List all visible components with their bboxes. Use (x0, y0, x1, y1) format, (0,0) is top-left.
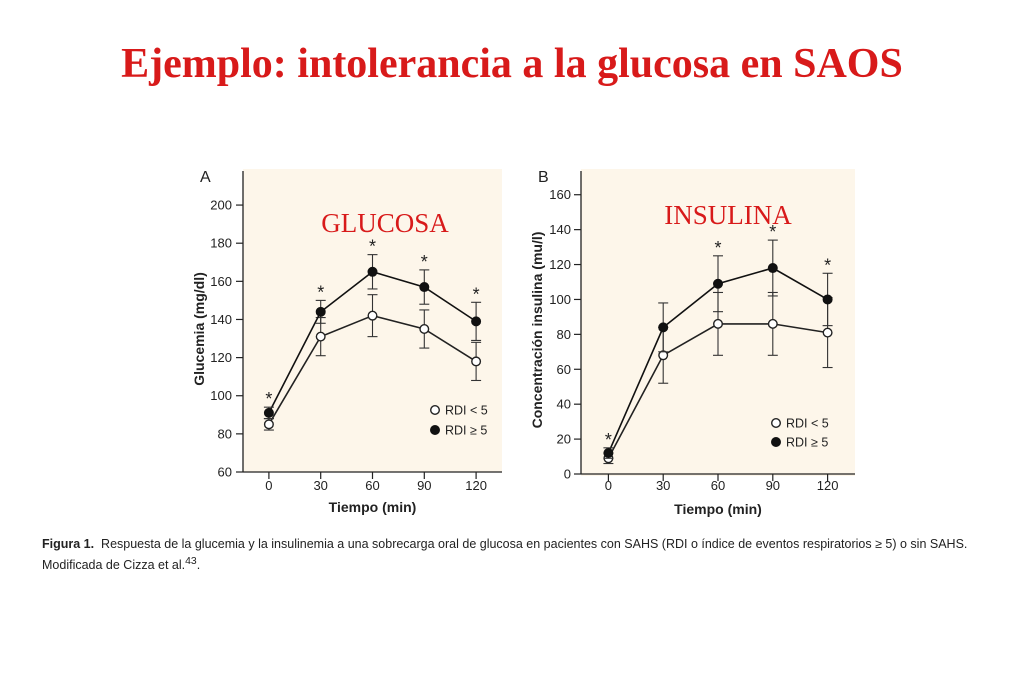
panel-a-legend-label: RDI < 5 (445, 404, 488, 418)
panel-b-point-rdi-ge5 (767, 263, 778, 274)
panel-b-point-rdi-lt5 (767, 318, 778, 329)
panel-b-legend-marker (771, 437, 782, 448)
panel-b-y-tick-label: 40 (557, 397, 571, 412)
panel-a-point-rdi-lt5 (315, 331, 326, 342)
panel-b-y-tick-label: 100 (549, 292, 571, 307)
caption-reference: 43 (185, 556, 197, 567)
panel-a-significance-star: * (369, 237, 376, 257)
panel-b-letter: B (538, 169, 549, 186)
panel-a-y-tick-label: 140 (210, 312, 232, 327)
figure-caption: Figura 1. Respuesta de la glucemia y la … (42, 536, 1002, 574)
panel-b-significance-star: * (714, 238, 721, 258)
panel-a-y-tick-label: 60 (218, 465, 232, 480)
panel-b-point-rdi-ge5 (713, 278, 724, 289)
panel-a-point-rdi-ge5 (367, 266, 378, 277)
panel-a-x-tick-label: 0 (265, 478, 272, 493)
panel-a-x-tick-label: 60 (365, 478, 379, 493)
panel-b-x-tick-label: 60 (711, 478, 725, 493)
panel-b-legend-label: RDI < 5 (786, 417, 829, 431)
panel-a-legend-marker (430, 405, 441, 416)
panel-a-significance-star: * (317, 282, 324, 302)
panel-b-significance-star: * (769, 222, 776, 242)
panel-b-x-tick-label: 120 (817, 478, 839, 493)
panel-b-y-tick-label: 160 (549, 187, 571, 202)
panel-b-x-tick-label: 90 (766, 478, 780, 493)
panel-b-y-tick-label: 0 (564, 467, 571, 482)
panel-b-x-tick-label: 30 (656, 478, 670, 493)
panel-a-annotation: GLUCOSA (321, 208, 449, 238)
caption-text: Respuesta de la glucemia y la insulinemi… (42, 537, 968, 573)
panel-a-point-rdi-lt5 (419, 324, 430, 335)
panel-a-point-rdi-lt5 (263, 419, 274, 430)
panel-a-point-rdi-ge5 (471, 316, 482, 327)
panel-b-annotation: INSULINA (664, 200, 792, 230)
panel-b-y-tick-label: 120 (549, 257, 571, 272)
panel-b-y-axis-label: Concentración insulina (mu/l) (529, 232, 545, 429)
panel-a-significance-star: * (265, 389, 272, 409)
panel-a-y-tick-label: 100 (210, 388, 232, 403)
panel-a-legend-label: RDI ≥ 5 (445, 424, 487, 438)
panel-a-significance-star: * (473, 284, 480, 304)
panel-b-legend-marker (771, 418, 782, 429)
panel-b-x-axis-label: Tiempo (min) (674, 501, 762, 517)
panel-b-significance-star: * (605, 430, 612, 450)
panel-a-x-axis-label: Tiempo (min) (329, 499, 417, 515)
panel-b-x-tick-label: 0 (605, 478, 612, 493)
panel-b-point-rdi-ge5 (822, 294, 833, 305)
panel-b-y-tick-label: 60 (557, 362, 571, 377)
panel-b-point-rdi-ge5 (658, 322, 669, 333)
panel-a-y-axis-label: Glucemia (mg/dl) (191, 272, 207, 386)
panel-a-point-rdi-ge5 (263, 407, 274, 418)
panel-a-y-tick-label: 120 (210, 350, 232, 365)
panel-a-y-tick-label: 80 (218, 426, 232, 441)
panel-b-point-rdi-ge5 (603, 448, 614, 459)
panel-b-y-tick-label: 80 (557, 327, 571, 342)
panel-a-point-rdi-lt5 (367, 310, 378, 321)
panel-a-y-tick-label: 200 (210, 198, 232, 213)
panel-a-legend-marker (430, 425, 441, 436)
panel-b-y-tick-label: 20 (557, 432, 571, 447)
chart-panel-b: 0 20 40 60 80 100 120 140 160 0 30 60 90 120 Tiempo (m… (529, 169, 855, 517)
panel-a-point-rdi-ge5 (419, 282, 430, 293)
panel-a-point-rdi-ge5 (315, 306, 326, 317)
panel-b-point-rdi-lt5 (822, 327, 833, 338)
panel-a-significance-star: * (421, 252, 428, 272)
panel-b-point-rdi-lt5 (713, 318, 724, 329)
panel-a-point-rdi-lt5 (471, 356, 482, 367)
panel-a-y-tick-label: 160 (210, 274, 232, 289)
panel-b-y-tick-label: 140 (549, 222, 571, 237)
slide-title: Ejemplo: intolerancia a la glucosa en SA… (121, 41, 903, 87)
chart-panel-a: 60 80 100 120 140 160 180 200 0 30 60 90 120 Tiempo (… (191, 169, 502, 515)
caption-end: . (196, 558, 201, 573)
panel-a-x-tick-label: 90 (417, 478, 431, 493)
panel-b-significance-star: * (824, 255, 831, 275)
panel-b-legend-label: RDI ≥ 5 (786, 436, 828, 450)
panel-a-x-tick-label: 120 (465, 478, 487, 493)
panel-a-x-tick-label: 30 (313, 478, 327, 493)
panel-a-letter: A (200, 169, 211, 186)
panel-a-y-tick-label: 180 (210, 236, 232, 251)
caption-figure-label: Figura 1. (42, 537, 95, 551)
